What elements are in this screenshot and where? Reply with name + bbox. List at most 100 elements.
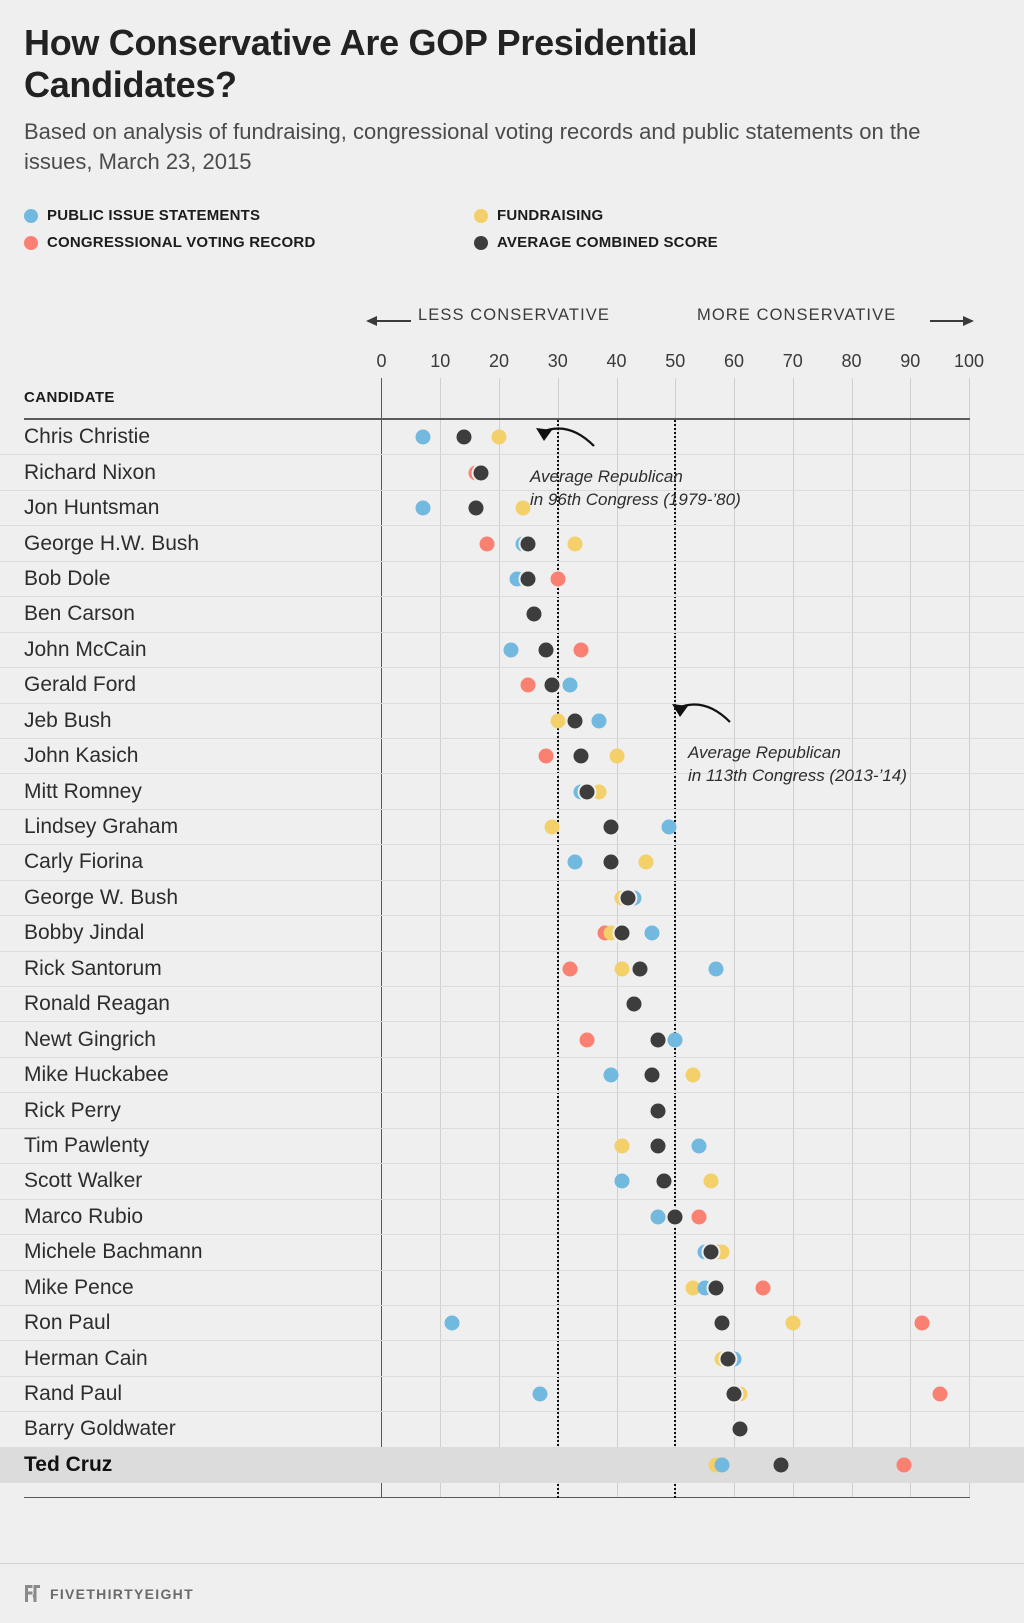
datapoint-average-score[interactable]	[538, 642, 554, 658]
datapoint-voting-record[interactable]	[932, 1386, 948, 1402]
datapoint-average-score[interactable]	[614, 925, 630, 941]
datapoint-fundraising[interactable]	[703, 1173, 718, 1189]
datapoint-average-score[interactable]	[650, 1138, 666, 1154]
datapoint-voting-record[interactable]	[914, 1315, 930, 1331]
datapoint-public-statements[interactable]	[567, 854, 583, 870]
datapoint-average-score[interactable]	[579, 784, 595, 800]
datapoint-public-statements[interactable]	[661, 819, 677, 835]
datapoint-fundraising[interactable]	[567, 536, 583, 552]
datapoint-average-score[interactable]	[473, 465, 489, 481]
datapoint-public-statements[interactable]	[415, 429, 431, 445]
datapoint-voting-record[interactable]	[691, 1209, 707, 1225]
datapoint-average-score[interactable]	[732, 1421, 748, 1437]
datapoint-average-score[interactable]	[644, 1067, 660, 1083]
datapoint-public-statements[interactable]	[644, 925, 660, 941]
datapoint-voting-record[interactable]	[538, 748, 554, 764]
candidate-row[interactable]: Mike Huckabee	[0, 1058, 1024, 1094]
datapoint-average-score[interactable]	[703, 1244, 718, 1260]
datapoint-voting-record[interactable]	[755, 1280, 771, 1296]
candidate-row[interactable]: George H.W. Bush	[0, 526, 1024, 562]
candidate-row[interactable]: Mitt Romney	[0, 774, 1024, 810]
candidate-row[interactable]: Jon Huntsman	[0, 491, 1024, 527]
datapoint-public-statements[interactable]	[667, 1032, 683, 1048]
datapoint-fundraising[interactable]	[550, 713, 566, 729]
datapoint-average-score[interactable]	[667, 1209, 683, 1225]
datapoint-average-score[interactable]	[714, 1315, 730, 1331]
candidate-row[interactable]: Michele Bachmann	[0, 1235, 1024, 1271]
datapoint-average-score[interactable]	[650, 1032, 666, 1048]
datapoint-fundraising[interactable]	[685, 1067, 701, 1083]
datapoint-voting-record[interactable]	[550, 571, 566, 587]
datapoint-average-score[interactable]	[650, 1103, 666, 1119]
candidate-row[interactable]: Gerald Ford	[0, 668, 1024, 704]
datapoint-public-statements[interactable]	[415, 500, 431, 516]
candidate-row[interactable]: Ben Carson	[0, 597, 1024, 633]
candidate-row[interactable]: Rick Santorum	[0, 952, 1024, 987]
datapoint-public-statements[interactable]	[650, 1209, 666, 1225]
candidate-row[interactable]: Carly Fiorina	[0, 845, 1024, 881]
datapoint-voting-record[interactable]	[479, 536, 495, 552]
datapoint-average-score[interactable]	[520, 536, 536, 552]
datapoint-average-score[interactable]	[708, 1280, 724, 1296]
datapoint-average-score[interactable]	[656, 1173, 671, 1189]
datapoint-average-score[interactable]	[573, 748, 589, 764]
candidate-row[interactable]: Mike Pence	[0, 1271, 1024, 1306]
datapoint-public-statements[interactable]	[503, 642, 519, 658]
datapoint-average-score[interactable]	[468, 500, 483, 516]
candidate-row[interactable]: Rick Perry	[0, 1093, 1024, 1129]
datapoint-public-statements[interactable]	[532, 1386, 548, 1402]
datapoint-average-score[interactable]	[603, 819, 619, 835]
datapoint-voting-record[interactable]	[573, 642, 589, 658]
datapoint-fundraising[interactable]	[614, 1138, 630, 1154]
datapoint-average-score[interactable]	[773, 1457, 789, 1473]
datapoint-voting-record[interactable]	[520, 677, 536, 693]
datapoint-public-statements[interactable]	[697, 1280, 713, 1296]
datapoint-fundraising[interactable]	[591, 784, 607, 800]
datapoint-fundraising[interactable]	[638, 854, 654, 870]
candidate-row[interactable]: Newt Gingrich	[0, 1022, 1024, 1058]
datapoint-fundraising[interactable]	[785, 1315, 801, 1331]
datapoint-voting-record[interactable]	[562, 961, 577, 977]
datapoint-average-score[interactable]	[603, 854, 619, 870]
candidate-row[interactable]: Ted Cruz	[0, 1447, 1024, 1484]
datapoint-public-statements[interactable]	[603, 1067, 619, 1083]
datapoint-public-statements[interactable]	[591, 713, 607, 729]
candidate-row[interactable]: John McCain	[0, 633, 1024, 669]
datapoint-fundraising[interactable]	[491, 429, 507, 445]
candidate-row[interactable]: Tim Pawlenty	[0, 1129, 1024, 1165]
candidate-row[interactable]: Bob Dole	[0, 562, 1024, 598]
datapoint-fundraising[interactable]	[714, 1244, 730, 1260]
datapoint-fundraising[interactable]	[515, 500, 530, 516]
datapoint-average-score[interactable]	[720, 1351, 736, 1367]
datapoint-public-statements[interactable]	[708, 961, 724, 977]
datapoint-average-score[interactable]	[726, 1386, 742, 1402]
candidate-row[interactable]: Jeb Bush	[0, 704, 1024, 739]
candidate-row[interactable]: Bobby Jindal	[0, 916, 1024, 952]
datapoint-average-score[interactable]	[620, 890, 636, 906]
datapoint-public-statements[interactable]	[714, 1457, 730, 1473]
datapoint-public-statements[interactable]	[691, 1138, 707, 1154]
datapoint-fundraising[interactable]	[614, 961, 630, 977]
candidate-row[interactable]: Chris Christie	[0, 420, 1024, 456]
datapoint-public-statements[interactable]	[614, 1173, 630, 1189]
candidate-row[interactable]: Marco Rubio	[0, 1200, 1024, 1236]
datapoint-average-score[interactable]	[632, 961, 648, 977]
candidate-row[interactable]: Scott Walker	[0, 1164, 1024, 1200]
datapoint-public-statements[interactable]	[562, 677, 577, 693]
datapoint-average-score[interactable]	[544, 677, 560, 693]
candidate-row[interactable]: Herman Cain	[0, 1341, 1024, 1377]
datapoint-average-score[interactable]	[567, 713, 583, 729]
candidate-row[interactable]: Ronald Reagan	[0, 987, 1024, 1023]
candidate-row[interactable]: Lindsey Graham	[0, 810, 1024, 846]
candidate-row[interactable]: Rand Paul	[0, 1377, 1024, 1413]
candidate-row[interactable]: Barry Goldwater	[0, 1412, 1024, 1448]
candidate-row[interactable]: Ron Paul	[0, 1306, 1024, 1342]
datapoint-average-score[interactable]	[626, 996, 642, 1012]
candidate-row[interactable]: John Kasich	[0, 739, 1024, 775]
datapoint-average-score[interactable]	[526, 606, 542, 622]
datapoint-fundraising[interactable]	[685, 1280, 701, 1296]
datapoint-voting-record[interactable]	[579, 1032, 595, 1048]
candidate-row[interactable]: Richard Nixon	[0, 455, 1024, 491]
datapoint-average-score[interactable]	[520, 571, 536, 587]
datapoint-public-statements[interactable]	[444, 1315, 460, 1331]
